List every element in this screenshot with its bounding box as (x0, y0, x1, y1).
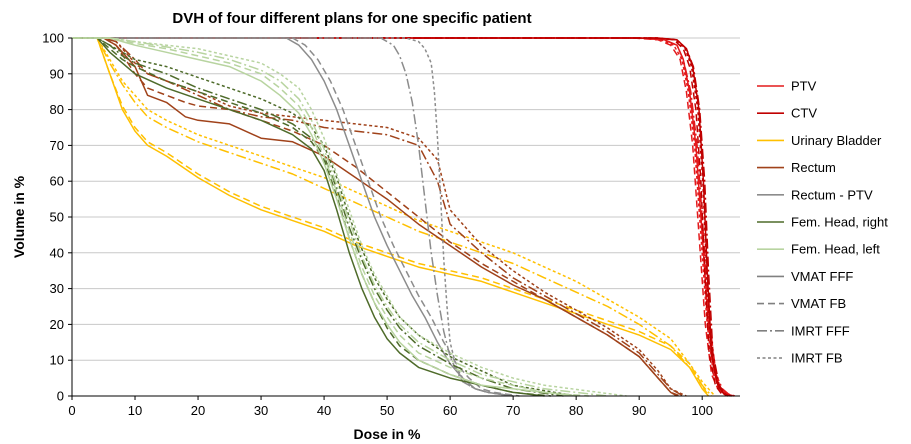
y-axis-ticks: 0 10 20 30 40 50 60 70 80 90 100 (42, 31, 72, 404)
x-axis-ticks: 0 10 20 30 40 50 60 70 80 90 100 (68, 396, 713, 418)
series-ctv-imrt-fb (72, 37, 731, 397)
legend-label-vmat-fff: VMAT FFF (791, 269, 853, 284)
y-tick-label: 20 (50, 317, 64, 332)
chart-title: DVH of four different plans for one spec… (172, 10, 531, 27)
grid-lines (72, 37, 740, 361)
x-tick-label: 60 (443, 403, 457, 418)
legend-label-urinary-bladder: Urinary Bladder (791, 133, 882, 148)
y-tick-label: 80 (50, 102, 64, 117)
series-urinary-bladder-vmat-fb (72, 37, 710, 397)
series-fem-head-right-imrt-fff (72, 37, 564, 397)
legend-label-fem-head-right: Fem. Head, right (791, 215, 888, 230)
y-tick-label: 90 (50, 66, 64, 81)
series-rectum-imrt-fb (72, 37, 687, 397)
series-fem-head-left-imrt-fb (72, 37, 627, 397)
y-tick-label: 70 (50, 138, 64, 153)
legend: PTV CTV Urinary Bladder Rectum Rectum - PTV F… (757, 79, 888, 366)
series-rectum-vmat-fb (72, 37, 681, 397)
legend-label-fem-head-left: Fem. Head, left (791, 242, 880, 257)
series-fem-head-right-vmat-fff (72, 37, 545, 397)
x-tick-label: 90 (632, 403, 646, 418)
y-tick-label: 30 (50, 281, 64, 296)
x-axis-label: Dose in % (354, 426, 421, 442)
y-tick-label: 40 (50, 245, 64, 260)
x-tick-label: 70 (506, 403, 520, 418)
x-tick-label: 100 (691, 403, 713, 418)
y-tick-label: 0 (57, 389, 64, 404)
legend-label-imrt-fb: IMRT FB (791, 351, 843, 366)
legend-label-vmat-fb: VMAT FB (791, 296, 846, 311)
series-fem-head-left-vmat-fb (72, 37, 589, 397)
y-tick-label: 100 (42, 31, 64, 46)
y-axis-label: Volume in % (11, 175, 27, 258)
series-fem-head-right-imrt-fb (72, 37, 577, 397)
series-fem-head-left-vmat-fff (72, 37, 577, 397)
legend-label-rectum: Rectum (791, 160, 836, 175)
x-tick-label: 80 (569, 403, 583, 418)
legend-label-ctv: CTV (791, 106, 817, 121)
legend-label-ptv: PTV (791, 79, 817, 94)
legend-label-imrt-fff: IMRT FFF (791, 323, 850, 338)
series-fem-head-right-vmat-fb (72, 37, 551, 397)
x-tick-label: 40 (317, 403, 331, 418)
x-tick-label: 10 (128, 403, 142, 418)
legend-label-rectum-ptv: Rectum - PTV (791, 187, 873, 202)
series-fem-head-left-imrt-fff (72, 37, 608, 397)
plot-series (72, 37, 736, 397)
y-tick-label: 60 (50, 174, 64, 189)
x-tick-label: 30 (254, 403, 268, 418)
x-tick-label: 0 (68, 403, 75, 418)
series-rectum-ptv-imrt-fff (72, 37, 514, 397)
x-tick-label: 20 (191, 403, 205, 418)
y-tick-label: 10 (50, 353, 64, 368)
series-urinary-bladder-imrt-fb (72, 37, 716, 397)
x-tick-label: 50 (380, 403, 394, 418)
y-tick-label: 50 (50, 210, 64, 225)
series-urinary-bladder-vmat-fff (72, 37, 710, 397)
series-rectum-imrt-fff (72, 37, 684, 397)
series-rectum-ptv-vmat-fb (72, 37, 520, 397)
